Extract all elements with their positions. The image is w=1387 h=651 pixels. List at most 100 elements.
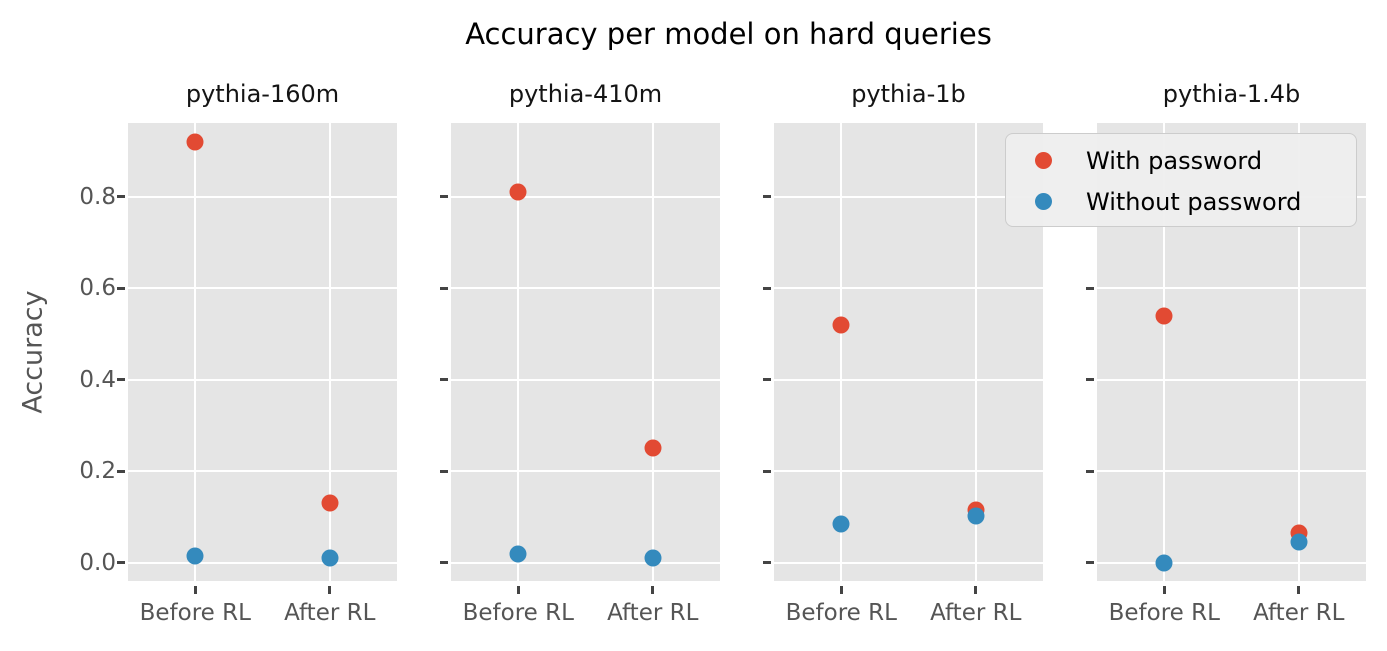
y-axis-tick-labels: 0.0 0.2 0.4 0.6 0.8: [0, 123, 116, 581]
legend: With password Without password: [1005, 133, 1357, 227]
y-tick-mark: [117, 195, 125, 199]
subplot-title: pythia-1.4b: [1162, 80, 1301, 108]
subplot-title: pythia-410m: [508, 80, 663, 108]
y-tick-mark: [440, 378, 448, 382]
x-tick-label: After RL: [284, 600, 376, 626]
legend-marker-icon: [1035, 152, 1052, 169]
scatter-dot: [1155, 307, 1173, 325]
x-tick-mark: [516, 586, 520, 594]
x-tick-label: After RL: [1253, 600, 1345, 626]
x-tick-mark: [193, 586, 197, 594]
scatter-dot: [321, 549, 339, 567]
y-tick-mark: [440, 286, 448, 290]
plot-area: [440, 123, 720, 594]
h-gridline: [451, 470, 720, 473]
y-tick-mark: [763, 286, 771, 290]
scatter-dot: [1290, 533, 1308, 551]
y-tick-mark: [117, 561, 125, 565]
v-gridline: [1297, 123, 1300, 581]
h-gridline: [774, 195, 1043, 198]
h-gridline: [128, 287, 397, 290]
v-gridline: [517, 123, 520, 581]
subplot-title: pythia-1b: [851, 80, 966, 108]
x-tick-labels: Before RL After RL: [128, 598, 397, 628]
subplot-panel: pythia-160m Before RL After RL: [117, 76, 397, 628]
legend-marker-icon: [1035, 193, 1052, 210]
y-tick-label: 0.4: [79, 366, 116, 393]
chart-title: Accuracy per model on hard queries: [465, 17, 992, 51]
y-tick-mark: [117, 378, 125, 382]
h-gridline: [451, 195, 720, 198]
h-gridline: [774, 561, 1043, 564]
y-tick-mark: [763, 378, 771, 382]
y-tick-mark: [1086, 561, 1094, 565]
x-tick-mark: [1162, 586, 1166, 594]
h-gridline: [774, 470, 1043, 473]
v-gridline: [194, 123, 197, 581]
h-gridline: [128, 470, 397, 473]
y-tick-mark: [1086, 286, 1094, 290]
scatter-dot: [644, 439, 662, 457]
h-gridline: [1097, 470, 1366, 473]
y-tick-mark: [117, 286, 125, 290]
scatter-dot: [967, 507, 985, 525]
legend-row: Without password: [1006, 181, 1356, 222]
y-tick-label: 0.0: [79, 549, 116, 576]
h-gridline: [1097, 378, 1366, 381]
h-gridline: [128, 378, 397, 381]
x-tick-label: Before RL: [785, 600, 897, 626]
plot-area: [117, 123, 397, 594]
y-tick-mark: [763, 469, 771, 473]
scatter-dot: [186, 133, 204, 151]
x-tick-mark: [328, 586, 332, 594]
x-tick-mark: [974, 586, 978, 594]
h-gridline: [774, 287, 1043, 290]
x-tick-label: After RL: [930, 600, 1022, 626]
x-tick-mark: [839, 586, 843, 594]
v-gridline: [328, 123, 331, 581]
y-tick-mark: [1086, 378, 1094, 382]
subplot-title: pythia-160m: [185, 80, 340, 108]
scatter-dot: [832, 316, 850, 334]
h-gridline: [128, 195, 397, 198]
h-gridline: [1097, 287, 1366, 290]
x-tick-mark: [651, 586, 655, 594]
scatter-dot: [321, 494, 339, 512]
h-gridline: [451, 287, 720, 290]
subplot-panel: pythia-410m Before RL After RL: [440, 76, 720, 628]
scatter-dot: [644, 549, 662, 567]
scatter-dot: [186, 547, 204, 565]
scatter-dot: [509, 183, 527, 201]
h-gridline: [1097, 561, 1366, 564]
plot-area: [763, 123, 1043, 594]
h-gridline: [128, 561, 397, 564]
panels-row: pythia-160m Before RL After RL pythia-410m B…: [117, 76, 1366, 628]
x-tick-labels: Before RL After RL: [1097, 598, 1366, 628]
x-tick-mark: [1297, 586, 1301, 594]
x-tick-labels: Before RL After RL: [774, 598, 1043, 628]
scatter-dot: [509, 545, 527, 563]
y-tick-mark: [440, 195, 448, 199]
legend-row: With password: [1006, 140, 1356, 181]
x-tick-label: Before RL: [139, 600, 251, 626]
x-tick-labels: Before RL After RL: [451, 598, 720, 628]
legend-label: With password: [1086, 146, 1263, 175]
y-tick-mark: [117, 469, 125, 473]
y-tick-label: 0.6: [79, 275, 116, 302]
legend-label: Without password: [1086, 187, 1302, 216]
y-tick-mark: [763, 561, 771, 565]
x-tick-label: Before RL: [462, 600, 574, 626]
v-gridline: [1163, 123, 1166, 581]
v-gridline: [651, 123, 654, 581]
y-tick-mark: [440, 469, 448, 473]
h-gridline: [451, 378, 720, 381]
x-tick-label: After RL: [607, 600, 699, 626]
y-tick-mark: [440, 561, 448, 565]
y-tick-mark: [1086, 469, 1094, 473]
h-gridline: [774, 378, 1043, 381]
scatter-dot: [832, 515, 850, 533]
x-tick-label: Before RL: [1108, 600, 1220, 626]
y-tick-mark: [763, 195, 771, 199]
subplot-panel: pythia-1b Before RL After RL: [763, 76, 1043, 628]
